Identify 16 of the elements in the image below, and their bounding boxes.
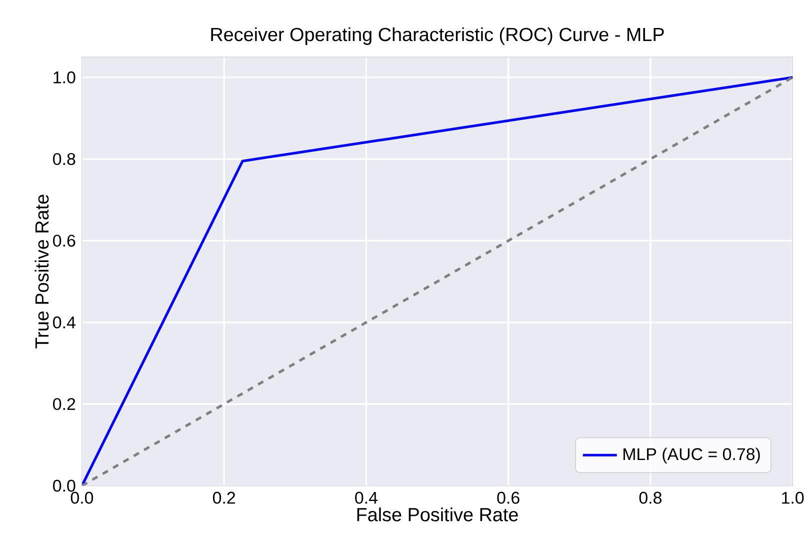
y-tick-label: 0.2 bbox=[53, 398, 76, 410]
x-tick-label: 0.2 bbox=[212, 492, 235, 504]
y-tick-label: 0.4 bbox=[53, 316, 76, 329]
x-tick-label: 0.4 bbox=[355, 492, 378, 504]
x-tick-label: 0.6 bbox=[497, 492, 520, 504]
y-tick-label: 0.6 bbox=[53, 234, 76, 247]
x-tick-label: 0.8 bbox=[639, 492, 662, 504]
legend-label: MLP (AUC = 0.78) bbox=[624, 448, 760, 464]
y-tick-label: 0.8 bbox=[53, 153, 76, 166]
y-axis-title: True Positive Rate bbox=[34, 194, 49, 349]
y-tick-label: 1.0 bbox=[54, 72, 76, 84]
x-tick-label: 1.0 bbox=[782, 492, 804, 504]
chart-title: Receiver Operating Characteristic (ROC) Curve - MLP bbox=[211, 27, 664, 46]
y-tick-label: 0.0 bbox=[53, 480, 76, 492]
x-axis-title: False Positive Rate bbox=[357, 508, 518, 522]
x-tick-label: 0.0 bbox=[70, 492, 94, 504]
